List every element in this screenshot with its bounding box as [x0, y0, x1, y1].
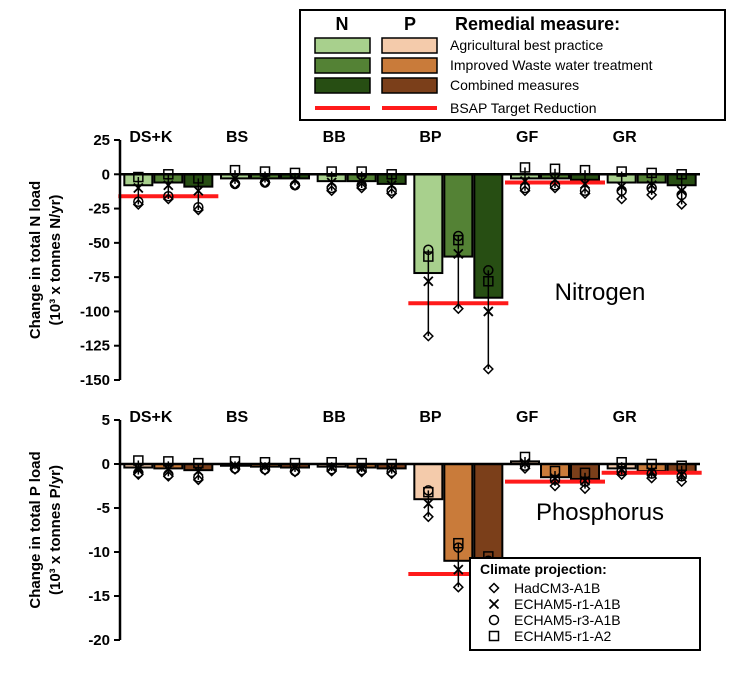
- climate-legend-item: ECHAM5-r1-A2: [514, 628, 611, 644]
- nitrogen-ytick: -150: [80, 372, 110, 389]
- legend-row-text: Combined measures: [450, 77, 579, 93]
- nitrogen-cat-label: GF: [516, 129, 538, 146]
- phosphorus-label: Phosphorus: [536, 499, 664, 526]
- legend-row-text: Improved Waste water treatment: [450, 57, 653, 73]
- phosphorus-ytick: 5: [102, 412, 110, 429]
- nitrogen-ylabel2: (10³ x tonnes N/yr): [47, 195, 64, 326]
- phosphorus-cat-label: BP: [419, 409, 442, 426]
- chart-svg: -150-125-100-75-50-25025DS+KBSBBBPGFGRCh…: [0, 0, 756, 687]
- nitrogen-ytick: 0: [102, 166, 110, 183]
- legend-row-text: Agricultural best practice: [450, 37, 604, 53]
- nitrogen-cat-label: BS: [226, 129, 249, 146]
- legend-swatch-p: [382, 78, 437, 93]
- climate-legend-item: ECHAM5-r1-A1B: [514, 596, 621, 612]
- nitrogen-ylabel: Change in total N load: [27, 181, 44, 339]
- phosphorus-ylabel: Change in total P load: [27, 451, 44, 608]
- nitrogen-label: Nitrogen: [555, 279, 646, 306]
- nitrogen-ytick: -100: [80, 303, 110, 320]
- climate-legend-item: ECHAM5-r3-A1B: [514, 612, 621, 628]
- legend-swatch-n: [315, 58, 370, 73]
- legend-swatch-n: [315, 38, 370, 53]
- legend-hdr-meas: Remedial measure:: [455, 14, 620, 34]
- phosphorus-ytick: 0: [102, 456, 110, 473]
- phosphorus-cat-label: BB: [323, 409, 346, 426]
- phosphorus-cat-label: GF: [516, 409, 538, 426]
- phosphorus-cat-label: GR: [613, 409, 637, 426]
- phosphorus-cat-label: DS+K: [129, 409, 173, 426]
- nitrogen-cat-label: GR: [613, 129, 637, 146]
- legend-hdr-p: P: [404, 14, 416, 34]
- climate-legend-item: HadCM3-A1B: [514, 580, 600, 596]
- phosphorus-ytick: -15: [88, 588, 110, 605]
- legend-swatch-p: [382, 58, 437, 73]
- phosphorus-ytick: -10: [88, 544, 110, 561]
- legend-hdr-n: N: [336, 14, 349, 34]
- nitrogen-ytick: -25: [88, 201, 110, 218]
- climate-legend-title: Climate projection:: [480, 561, 607, 577]
- legend-swatch-n: [315, 78, 370, 93]
- nitrogen-ytick: -50: [88, 235, 110, 252]
- legend-swatch-p: [382, 38, 437, 53]
- phosphorus-ytick: -5: [97, 500, 110, 517]
- nitrogen-cat-label: BP: [419, 129, 442, 146]
- nitrogen-cat-label: BB: [323, 129, 346, 146]
- nitrogen-cat-label: DS+K: [129, 129, 173, 146]
- nitrogen-ytick: -125: [80, 338, 110, 355]
- phosphorus-ylabel2: (10³ x tonnes P/yr): [47, 465, 64, 595]
- nitrogen-ytick: 25: [93, 132, 110, 149]
- phosphorus-cat-label: BS: [226, 409, 249, 426]
- legend-row-text: BSAP Target Reduction: [450, 100, 597, 116]
- phosphorus-ytick: -20: [88, 632, 110, 649]
- nitrogen-ytick: -75: [88, 269, 110, 286]
